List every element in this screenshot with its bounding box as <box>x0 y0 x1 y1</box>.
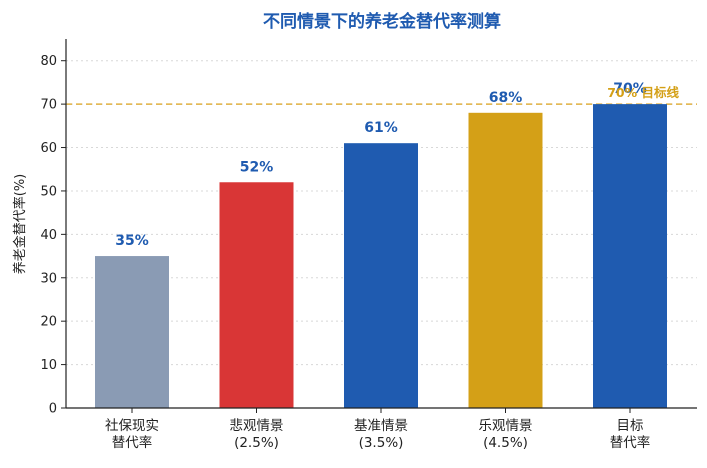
y-tick-label: 40 <box>40 228 57 243</box>
y-tick-label: 0 <box>49 402 57 417</box>
bar <box>344 143 418 408</box>
chart-title: 不同情景下的养老金替代率测算 <box>263 11 501 32</box>
y-tick-label: 50 <box>40 184 57 199</box>
x-tick-label: 基准情景 <box>354 417 408 434</box>
x-tick-label: 社保现实 <box>105 418 159 434</box>
x-tick-label: (3.5%) <box>359 435 404 451</box>
x-tick-label: 悲观情景 <box>230 417 284 434</box>
x-tick-label: 替代率 <box>112 434 153 451</box>
bar <box>95 256 169 408</box>
x-tick-label: (4.5%) <box>483 435 528 451</box>
y-tick-label: 80 <box>40 54 57 69</box>
bar <box>593 104 667 408</box>
bar <box>219 182 294 408</box>
x-tick-label: 乐观情景 <box>479 418 533 434</box>
y-tick-label: 30 <box>40 271 57 286</box>
bars <box>95 104 667 409</box>
bar <box>468 112 543 409</box>
data-label: 68% <box>489 90 523 106</box>
y-tick-label: 10 <box>40 358 57 373</box>
data-label: 70% <box>613 81 647 97</box>
x-tick-label: (2.5%) <box>234 435 279 451</box>
x-tick-labels: 社保现实替代率悲观情景(2.5%)基准情景(3.5%)乐观情景(4.5%)目标替… <box>105 408 650 451</box>
y-tick-labels: 0 10 20 30 40 50 60 70 80 <box>40 54 66 417</box>
y-tick-label: 70 <box>40 98 57 113</box>
reference-line-label: 70% 目标线 <box>607 85 679 100</box>
data-label: 61% <box>364 120 398 136</box>
x-tick-label: 替代率 <box>610 434 651 451</box>
data-label: 35% <box>115 233 149 249</box>
data-label: 52% <box>240 159 274 175</box>
x-tick-label: 目标 <box>617 418 644 434</box>
y-tick-label: 60 <box>40 141 57 156</box>
y-axis-label: 养老金替代率(%) <box>12 174 28 275</box>
data-labels: 35% 52% 61% 68% 70%70% 目标线 <box>115 81 679 249</box>
y-tick-label: 20 <box>40 315 57 330</box>
